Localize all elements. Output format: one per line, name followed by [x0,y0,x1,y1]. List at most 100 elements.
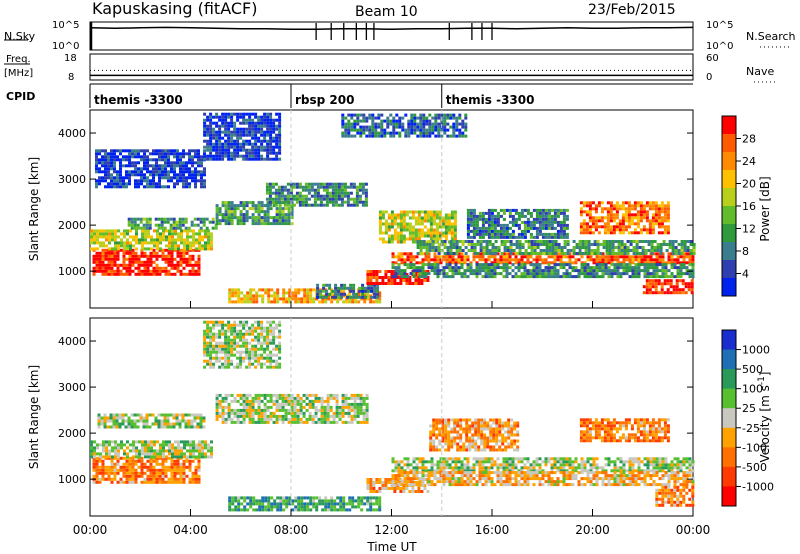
range-cell [536,243,540,246]
range-cell [654,201,658,205]
range-cell [191,266,195,270]
range-cell [518,240,522,243]
range-cell [173,477,177,481]
range-cell [212,145,216,149]
range-cell [437,134,441,138]
range-cell [233,133,237,137]
range-cell [164,170,167,174]
range-cell [553,211,557,215]
range-cell [455,116,459,120]
range-cell [113,471,117,475]
range-cell [475,272,479,276]
range-cell [152,474,156,478]
range-cell [185,164,188,168]
range-cell [394,255,398,259]
range-cell [257,157,261,161]
range-cell [652,261,656,265]
range-cell [251,157,255,161]
range-cell [394,269,398,273]
range-cell [215,136,219,140]
range-cell [631,255,635,259]
range-cell [128,263,132,267]
range-cell [383,131,387,135]
range-cell [281,222,285,226]
range-cell [260,222,264,226]
range-cell [192,443,195,447]
range-cell [221,326,225,330]
range-cell [585,213,589,217]
range-cell [591,207,595,211]
range-cell [179,480,183,484]
range-cell [400,261,404,265]
range-cell [236,222,240,226]
range-cell [665,249,669,252]
range-cell [289,191,293,195]
range-cell [167,263,171,267]
range-cell [137,149,140,153]
range-cell [376,289,380,293]
range-cell [268,191,272,195]
range-cell [389,122,393,126]
range-cell [340,194,344,198]
range-cell [114,449,117,453]
range-cell [215,353,219,357]
range-cell [559,263,563,267]
range-cell [224,344,228,348]
range-cell [270,294,274,298]
range-cell [152,248,156,252]
range-cell [589,272,593,276]
range-cell [242,222,246,226]
range-cell [661,258,665,262]
range-cell [215,139,219,143]
range-cell [362,116,366,120]
range-cell [634,275,638,279]
range-cell [287,210,291,214]
range-cell [538,208,542,212]
range-cell [551,240,555,243]
range-cell [444,222,448,226]
range-cell [137,167,140,171]
range-cell [553,226,557,230]
range-cell [411,216,415,220]
range-cell [287,219,291,223]
range-cell [469,214,473,218]
range-cell [429,228,433,232]
range-cell [142,226,146,230]
range-cell [595,275,599,279]
range-cell [681,291,685,295]
range-cell [390,237,394,241]
range-cell [193,425,197,429]
range-cell [134,170,137,174]
range-cell [508,261,512,265]
range-cell [251,142,255,146]
range-cell [566,249,570,252]
range-cell [185,152,188,156]
range-cell [248,142,252,146]
range-cell [313,188,317,192]
range-cell [162,452,165,456]
range-cell [535,261,539,265]
range-cell [453,222,457,226]
range-cell [161,254,165,258]
range-cell [218,335,222,339]
range-cell [435,213,439,217]
range-cell [185,161,188,165]
range-cell [557,249,561,252]
range-cell [142,223,146,227]
range-cell [230,338,234,342]
range-cell [110,263,114,267]
range-cell [110,477,114,481]
range-cell [152,260,156,264]
range-cell [425,252,429,255]
range-cell [209,127,213,131]
range-cell [111,235,114,239]
range-cell [129,235,132,239]
range-cell [227,121,231,125]
range-cell [146,260,150,264]
range-cell [122,468,126,472]
colorbar-swatch [722,134,736,153]
range-cell [191,176,194,180]
range-cell [642,228,646,232]
range-cell [481,235,485,239]
range-cell [134,260,138,264]
